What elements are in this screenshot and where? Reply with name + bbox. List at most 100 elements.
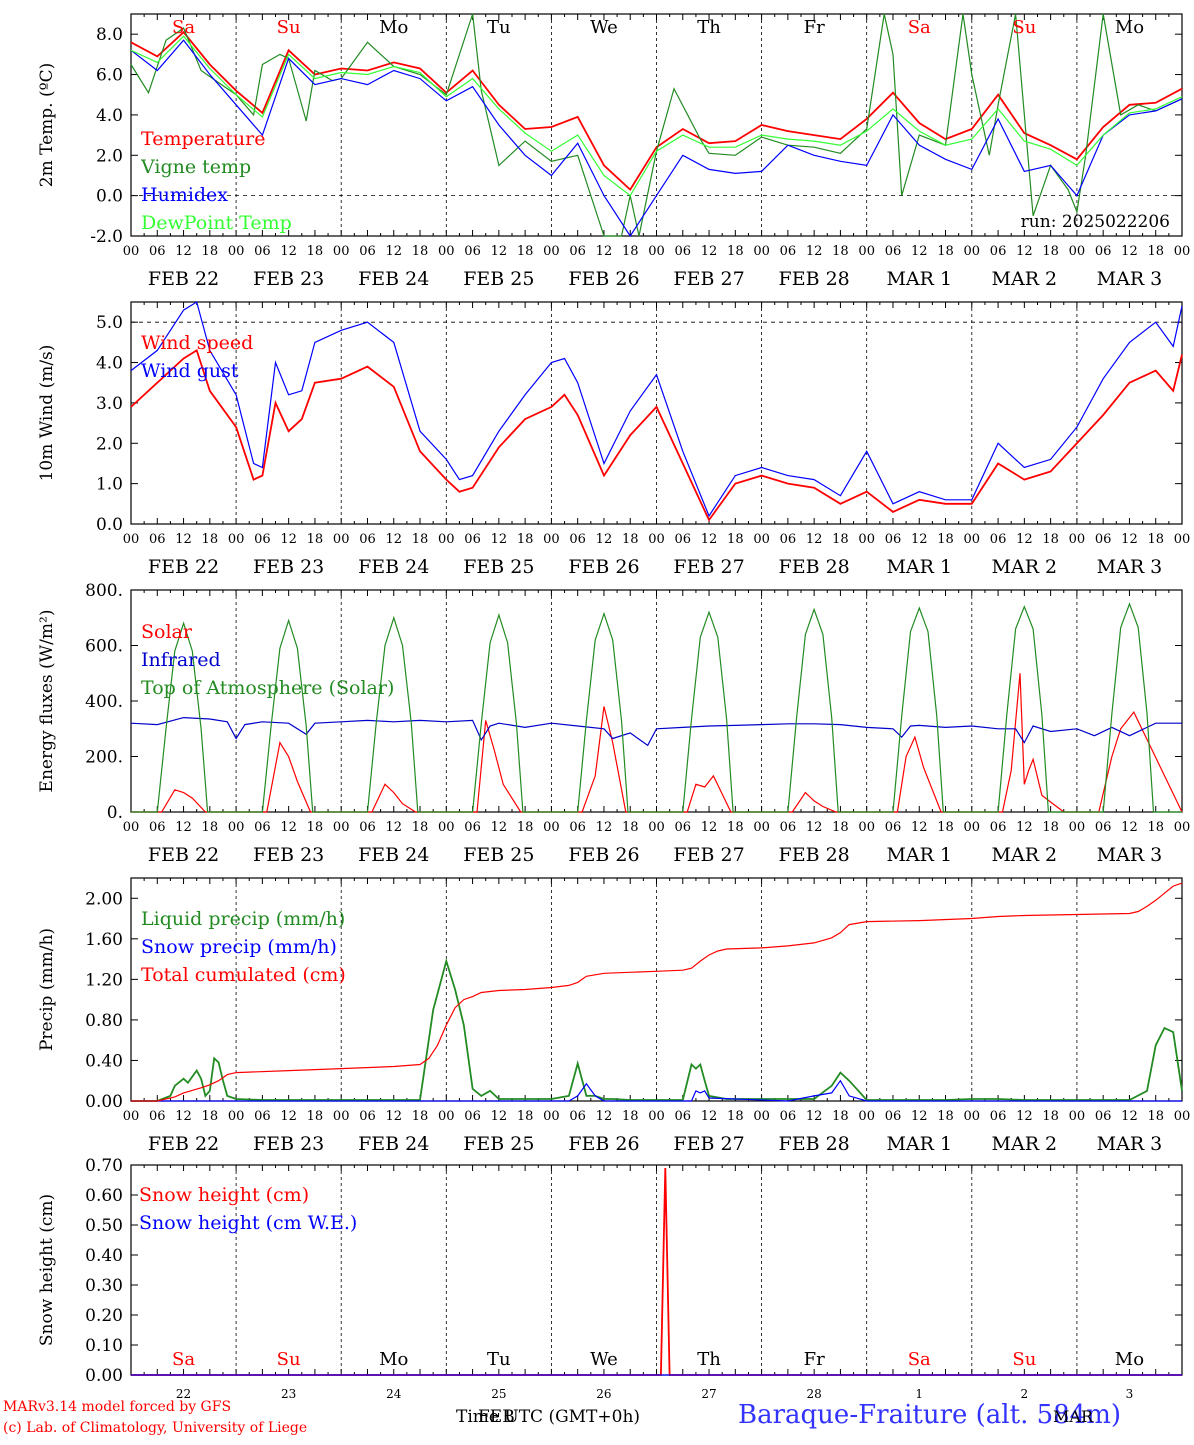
panel-2: 0.0 1.0 2.0 3.0 4.0 5.0 10m Wind (m/s) Wind spe… — [37, 301, 1190, 578]
date-label: FEB 22 — [148, 1133, 219, 1155]
y-tick-label: 0. — [107, 803, 123, 823]
date-label: FEB 28 — [779, 1133, 850, 1155]
hour-tick-label: 12 — [1016, 820, 1033, 835]
hour-tick-label: 00 — [1069, 1109, 1086, 1124]
hour-tick-label: 18 — [622, 1109, 639, 1124]
station-label: Baraque-Fraiture (alt. 584m) — [738, 1400, 1122, 1430]
legend-entry: Vigne temp — [140, 156, 251, 178]
y-tick-label: 0.50 — [85, 1216, 123, 1236]
hour-tick-label: 06 — [359, 820, 376, 835]
y-tick-label: 8.0 — [96, 25, 123, 45]
hour-tick-label: 06 — [359, 1109, 376, 1124]
date-label: MAR 3 — [1097, 844, 1163, 866]
hour-tick-label: 18 — [832, 532, 849, 547]
hour-tick-label: 18 — [517, 532, 534, 547]
hour-tick-label: 12 — [385, 820, 402, 835]
series-line-liquid-precip-mm-h- — [131, 957, 1183, 1102]
hour-tick-label: 18 — [517, 1109, 534, 1124]
series-line-infrared — [130, 716, 1182, 747]
x-axis-month-feb: FEB — [478, 1407, 515, 1427]
day-number-label: 2 — [1021, 1387, 1029, 1401]
date-label: FEB 25 — [463, 1133, 534, 1155]
hour-tick-label: 00 — [964, 532, 981, 547]
hour-tick-label: 18 — [202, 1109, 219, 1124]
y-tick-label: 600. — [85, 637, 123, 657]
series-line-wind-gust — [130, 301, 1183, 518]
legend-entry: Liquid precip (mm/h) — [141, 908, 345, 930]
hour-tick-label: 18 — [832, 820, 849, 835]
y-axis-label: 2m Temp. (ºC) — [37, 63, 57, 188]
hour-tick-label: 06 — [149, 532, 166, 547]
hour-tick-label: 06 — [254, 1109, 271, 1124]
hour-tick-label: 00 — [858, 820, 875, 835]
legend-entry: Solar — [141, 621, 193, 643]
hour-tick-label: 06 — [885, 1109, 902, 1124]
hour-tick-label: 18 — [727, 1109, 744, 1124]
hour-tick-label: 12 — [1121, 1109, 1138, 1124]
date-label: MAR 2 — [992, 556, 1058, 578]
date-label: FEB 25 — [463, 268, 534, 290]
hour-tick-label: 18 — [1042, 244, 1059, 259]
hour-tick-label: 00 — [438, 532, 455, 547]
day-name-label: Th — [697, 17, 721, 38]
day-name-label: Sa — [908, 17, 931, 38]
y-tick-label: -2.0 — [90, 227, 123, 247]
hour-tick-label: 12 — [175, 1109, 192, 1124]
day-name-label: Fr — [804, 17, 825, 38]
hour-tick-label: 00 — [438, 1109, 455, 1124]
legend-entry: Snow precip (mm/h) — [141, 936, 337, 958]
day-name-label: Sa — [908, 1349, 931, 1370]
hour-tick-label: 18 — [727, 532, 744, 547]
hour-tick-label: 12 — [491, 244, 508, 259]
hour-tick-label: 12 — [280, 244, 297, 259]
hour-tick-label: 06 — [1095, 820, 1112, 835]
hour-tick-label: 12 — [1121, 532, 1138, 547]
y-tick-label: 2.00 — [85, 889, 123, 909]
hour-tick-label: 12 — [1121, 820, 1138, 835]
hour-tick-label: 00 — [858, 1109, 875, 1124]
date-label: FEB 28 — [779, 556, 850, 578]
hour-tick-label: 12 — [175, 244, 192, 259]
hour-tick-label: 06 — [1095, 532, 1112, 547]
date-label: FEB 22 — [148, 268, 219, 290]
date-label: FEB 23 — [253, 556, 324, 578]
date-label: FEB 28 — [779, 268, 850, 290]
day-number-label: 28 — [807, 1387, 822, 1401]
hour-tick-label: 06 — [990, 820, 1007, 835]
hour-tick-label: 00 — [753, 532, 770, 547]
hour-tick-label: 00 — [1069, 820, 1086, 835]
day-number-label: 3 — [1126, 1387, 1134, 1401]
date-label: MAR 3 — [1097, 556, 1163, 578]
legend-entry: Wind gust — [141, 360, 239, 382]
hour-tick-label: 00 — [1069, 244, 1086, 259]
hour-tick-label: 18 — [832, 244, 849, 259]
y-tick-label: 0.00 — [85, 1366, 123, 1386]
legend-entry: Wind speed — [141, 332, 253, 354]
legend-entry: Total cumulated (cm) — [141, 964, 346, 986]
hour-tick-label: 00 — [228, 1109, 245, 1124]
hour-tick-label: 00 — [753, 244, 770, 259]
y-tick-label: 0.40 — [85, 1051, 123, 1071]
x-axis-label: Time UTC (GMT+0h) — [456, 1407, 641, 1427]
y-tick-label: 0.10 — [85, 1336, 123, 1356]
y-tick-label: 0.80 — [85, 1011, 123, 1031]
legend-entry: DewPoint Temp — [141, 212, 292, 234]
x-axis-month-mar: MAR — [1053, 1407, 1093, 1426]
date-label: FEB 27 — [673, 556, 744, 578]
day-name-label: Tu — [487, 17, 511, 38]
date-label: MAR 2 — [992, 844, 1058, 866]
hour-tick-label: 00 — [964, 1109, 981, 1124]
day-name-label: Mo — [379, 1349, 408, 1370]
day-name-label: Tu — [487, 1349, 511, 1370]
hour-tick-label: 00 — [543, 820, 560, 835]
day-number-label: 27 — [701, 1387, 716, 1401]
hour-tick-label: 18 — [412, 532, 429, 547]
date-label: FEB 25 — [463, 844, 534, 866]
hour-tick-label: 00 — [964, 820, 981, 835]
hour-tick-label: 12 — [911, 1109, 928, 1124]
y-tick-label: 0.20 — [85, 1306, 123, 1326]
y-tick-label: 0.70 — [85, 1156, 123, 1176]
day-name-label: Fr — [804, 1349, 825, 1370]
hour-tick-label: 00 — [1069, 532, 1086, 547]
day-name-label: Su — [1012, 1349, 1036, 1370]
